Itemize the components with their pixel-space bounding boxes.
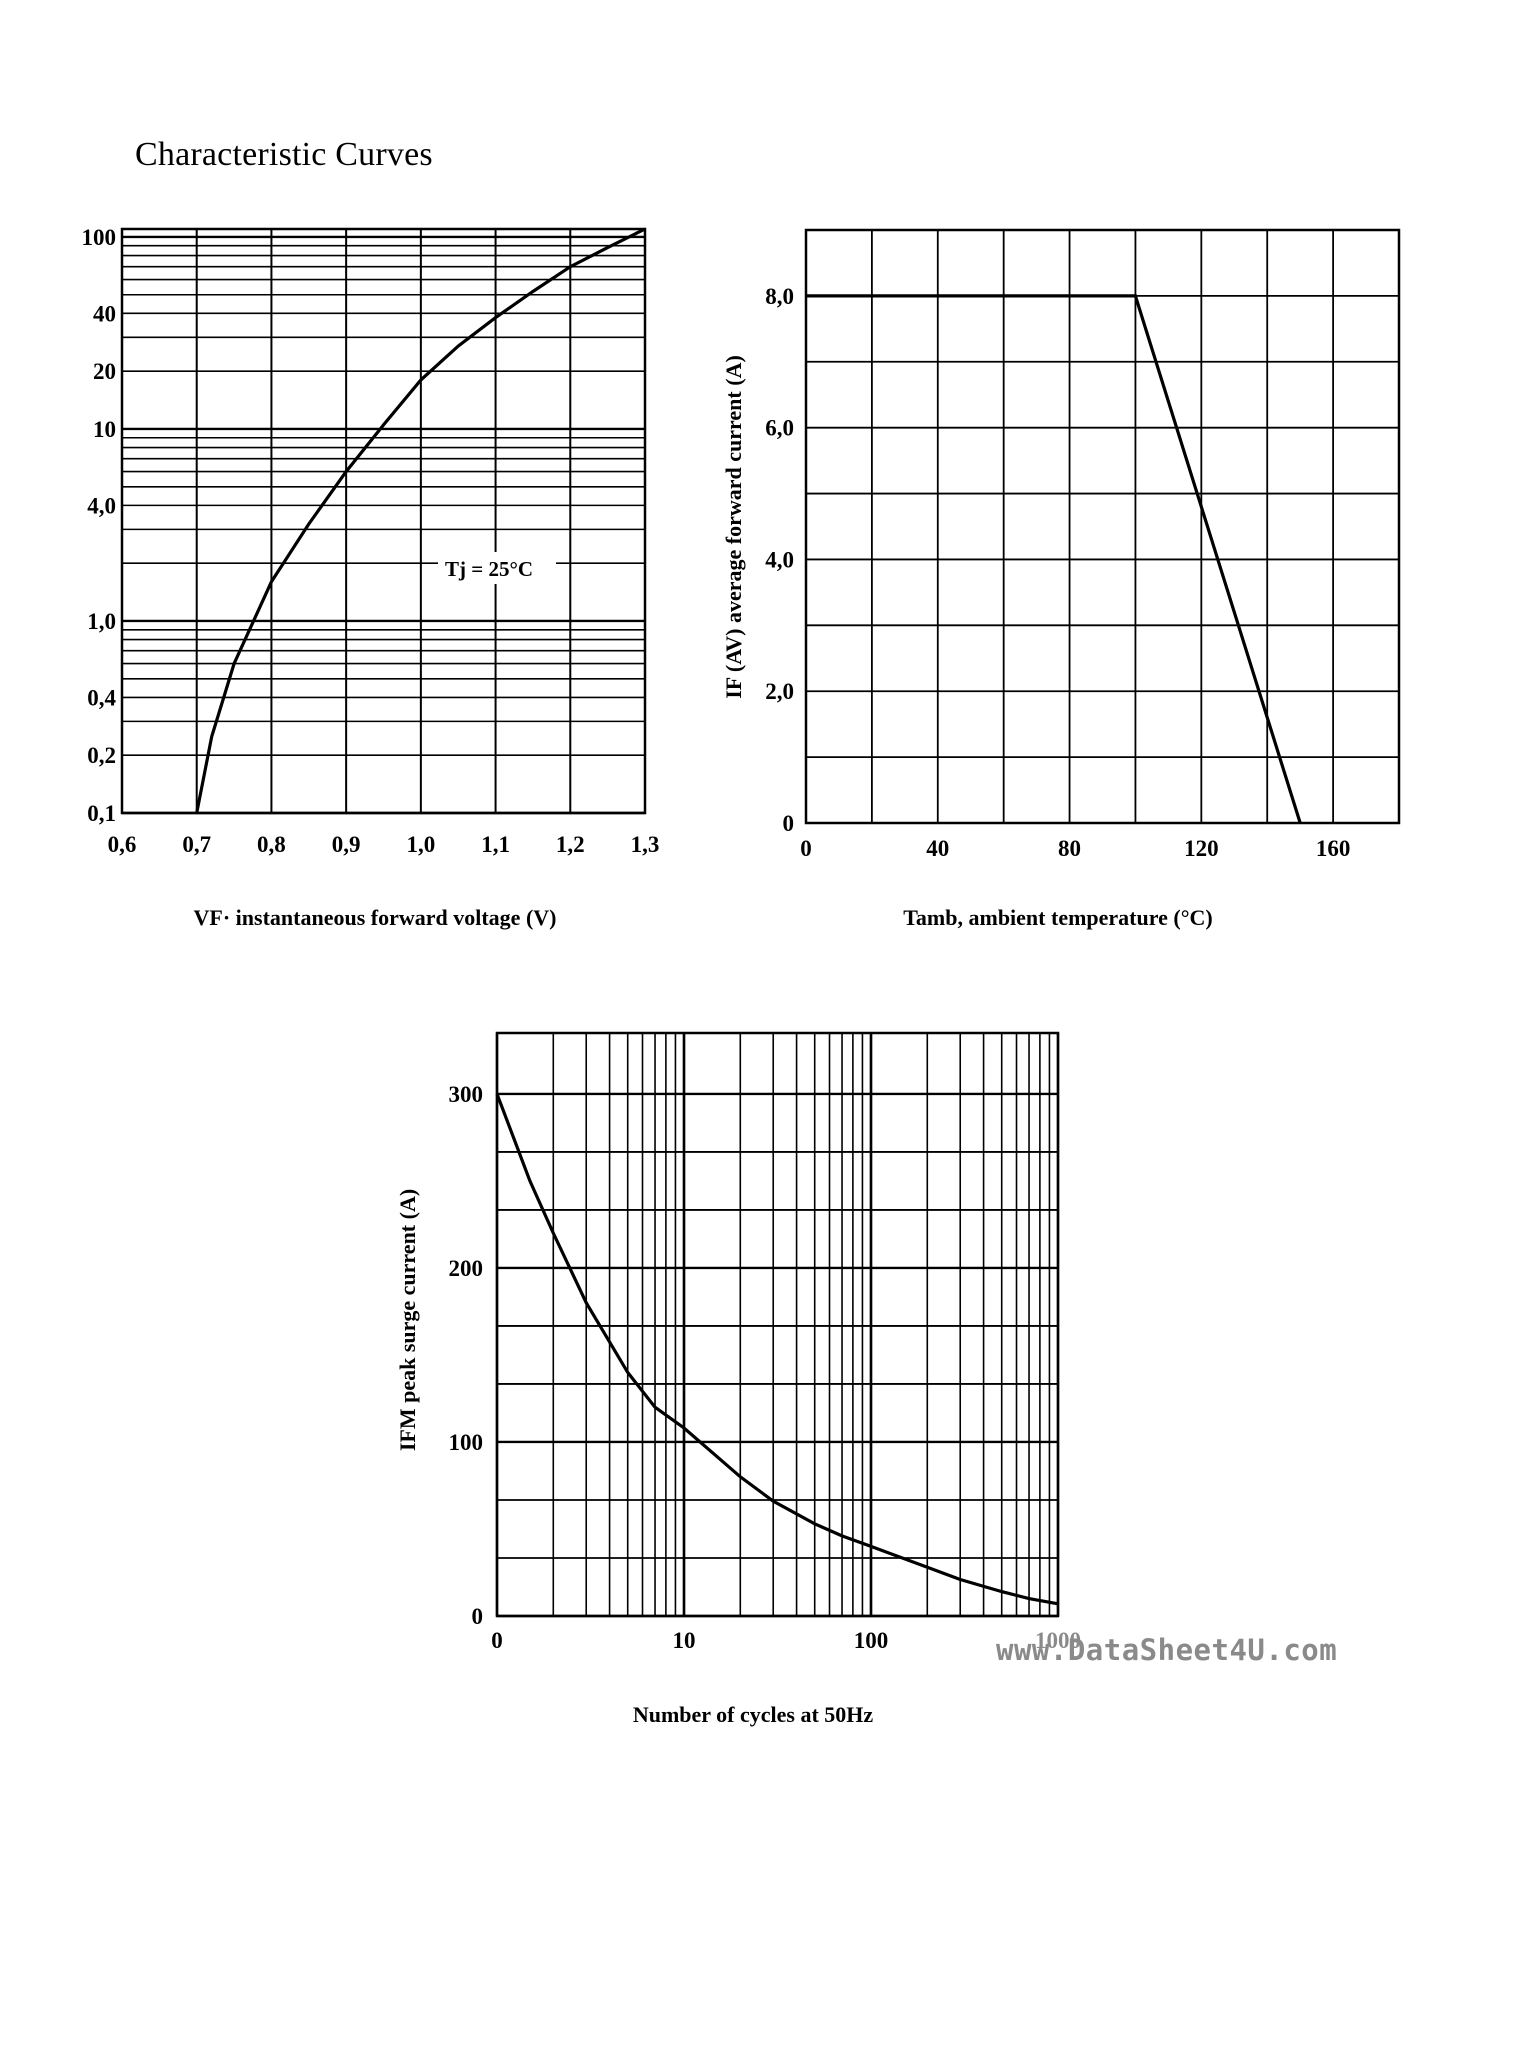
- x-tick-label: 40: [926, 836, 949, 861]
- y-axis-title: IF (AV) average forward current (A): [721, 355, 746, 699]
- forward-voltage-chart: 0,6 0,7 0,8 0,9 1,0 1,1 1,2 1,3 0,1 0,2 0,4 1,0 4,0 1…: [82, 225, 660, 930]
- y-tick-label: 0: [783, 811, 795, 836]
- y-tick-label: 10: [93, 417, 116, 442]
- y-tick-label: 0,1: [87, 801, 116, 826]
- x-tick-label: 80: [1058, 836, 1081, 861]
- x-axis-title: VF· instantaneous forward voltage (V): [194, 905, 557, 930]
- x-tick-label: 0,7: [182, 832, 211, 857]
- x-tick-label: 0,8: [257, 832, 286, 857]
- y-tick-label: 300: [449, 1082, 484, 1107]
- y-tick-label: 0: [472, 1604, 484, 1629]
- y-axis-title: IFM peak surge current (A): [395, 1189, 420, 1451]
- y-tick-label: 200: [449, 1256, 484, 1281]
- derating-curve: [806, 294, 1302, 824]
- y-tick-label: 100: [449, 1430, 484, 1455]
- y-tick-label: 4,0: [765, 547, 794, 572]
- x-axis-title: Tamb, ambient temperature (°C): [903, 905, 1212, 930]
- watermark-text: www.DataSheet4U.com: [996, 1633, 1338, 1667]
- page-title: Characteristic Curves: [135, 136, 433, 173]
- surge-current-chart: 0 10 100 1000 0 100 200 300 Number of cycles at …: [395, 1031, 1081, 1727]
- x-tick-label: 10: [673, 1628, 696, 1653]
- y-tick-label: 20: [93, 359, 116, 384]
- x-axis-title: Number of cycles at 50Hz: [633, 1702, 874, 1727]
- y-tick-label: 2,0: [765, 679, 794, 704]
- y-tick-label: 4,0: [87, 493, 116, 518]
- plot-frame: [804, 228, 1401, 825]
- forward-voltage-curve: [195, 227, 646, 814]
- y-tick-label: 100: [82, 225, 117, 250]
- x-tick-label: 120: [1184, 836, 1219, 861]
- x-tick-label: 0: [491, 1628, 503, 1653]
- x-tick-label: 1,1: [481, 832, 510, 857]
- surge-current-curve: [495, 1093, 1059, 1606]
- y-tick-label: 8,0: [765, 284, 794, 309]
- x-tick-label: 160: [1316, 836, 1351, 861]
- x-tick-label: 1000: [1035, 1628, 1081, 1653]
- x-tick-label: 1,0: [406, 832, 435, 857]
- y-tick-label: 1,0: [87, 609, 116, 634]
- annotation-background: [438, 552, 556, 584]
- y-tick-label: 6,0: [765, 416, 794, 441]
- y-tick-label: 40: [93, 301, 116, 326]
- x-tick-label: 1,2: [556, 832, 585, 857]
- plot-frame: [120, 227, 647, 815]
- x-tick-label: 0: [800, 836, 812, 861]
- temperature-annotation: Tj = 25°C: [445, 557, 533, 581]
- y-tick-label: 0,2: [87, 743, 116, 768]
- x-tick-label: 0,9: [332, 832, 361, 857]
- plot-frame: [495, 1031, 1060, 1618]
- x-tick-label: 100: [854, 1628, 889, 1653]
- y-tick-label: 0,4: [87, 685, 116, 710]
- x-tick-label: 1,3: [631, 832, 660, 857]
- derating-chart: 0 40 80 120 160 0 2,0 4,0 6,0 8,0 Tamb, ambient te…: [721, 228, 1401, 930]
- x-tick-label: 0,6: [108, 832, 137, 857]
